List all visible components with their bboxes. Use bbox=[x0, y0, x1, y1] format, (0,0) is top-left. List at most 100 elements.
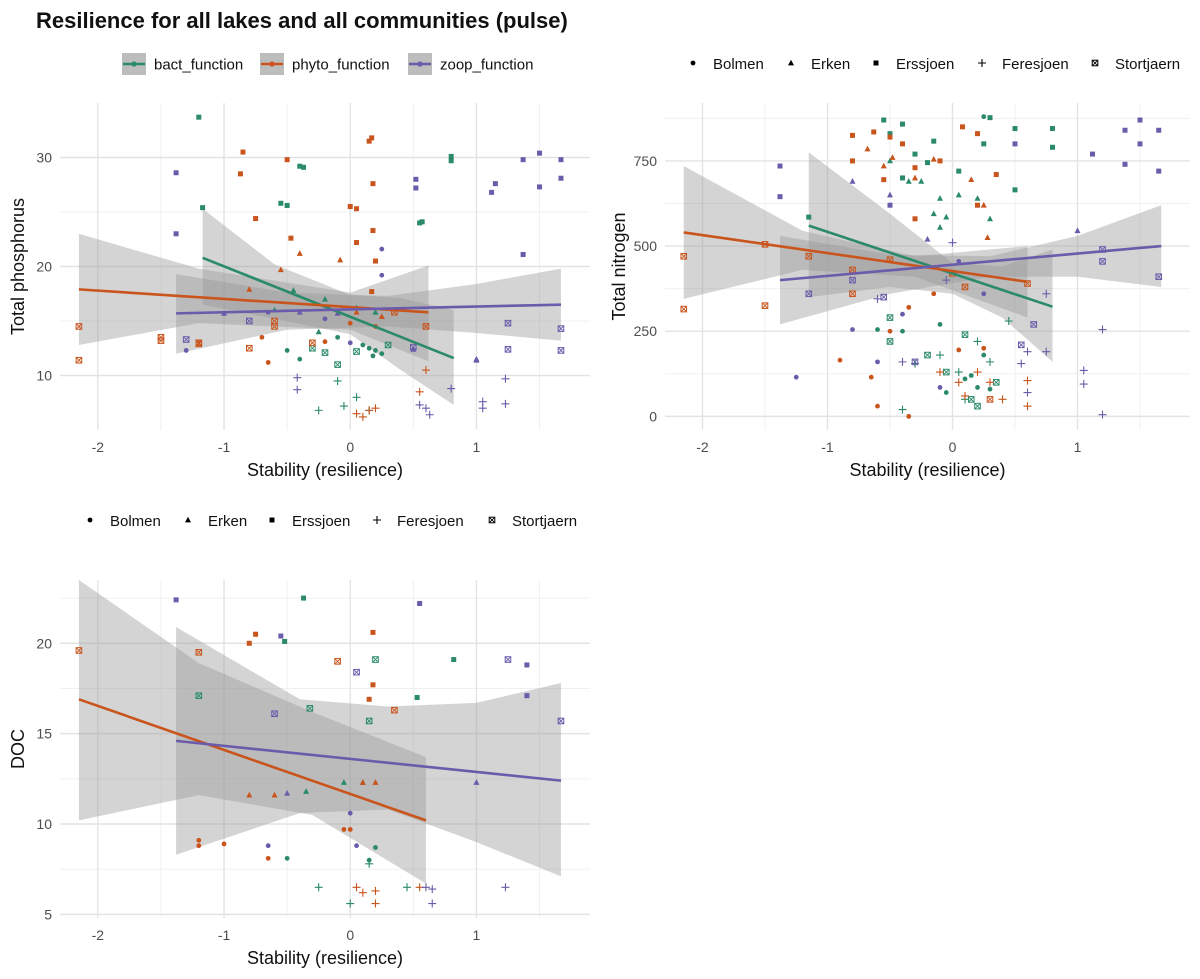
x-tick-label: -2 bbox=[696, 439, 709, 455]
point-phyto_function bbox=[259, 334, 265, 340]
point-bact_function bbox=[373, 845, 378, 850]
legend-label: Bolmen bbox=[713, 56, 764, 73]
point-phyto_function bbox=[912, 216, 918, 222]
point-bact_function bbox=[974, 195, 981, 201]
fit-line-zoop_function bbox=[176, 303, 562, 315]
point-bact_function bbox=[365, 717, 373, 725]
point-zoop_function bbox=[347, 340, 353, 346]
ci-band-phyto_function bbox=[78, 233, 429, 362]
point-phyto_function bbox=[961, 391, 969, 400]
point-zoop_function bbox=[413, 176, 419, 182]
point-zoop_function bbox=[489, 189, 495, 195]
point-zoop_function bbox=[410, 343, 417, 351]
point-bact_function bbox=[1012, 126, 1018, 132]
point-phyto_function bbox=[195, 340, 203, 348]
point-bact_function bbox=[384, 341, 392, 349]
point-zoop_function bbox=[524, 693, 530, 699]
point-zoop_function bbox=[173, 170, 179, 176]
point-phyto_function bbox=[372, 258, 378, 264]
point-bact_function bbox=[346, 899, 355, 908]
point-bact_function bbox=[196, 114, 202, 120]
ci-band-zoop_function bbox=[780, 205, 1162, 325]
point-zoop_function bbox=[415, 400, 424, 409]
point-bact_function bbox=[290, 287, 297, 293]
point-zoop_function bbox=[1122, 161, 1128, 167]
ci-band-zoop_function bbox=[176, 626, 561, 877]
point-phyto_function bbox=[954, 378, 963, 387]
legend-item-Stortjaern: Stortjaern bbox=[488, 513, 577, 530]
point-phyto_function bbox=[334, 658, 341, 665]
point-zoop_function bbox=[850, 327, 855, 332]
point-bact_function bbox=[937, 195, 943, 201]
point-zoop_function bbox=[293, 373, 302, 382]
point-phyto_function bbox=[1023, 402, 1032, 411]
point-phyto_function bbox=[849, 290, 856, 298]
point-bact_function bbox=[974, 402, 981, 410]
point-zoop_function bbox=[1079, 380, 1088, 389]
point-bact_function bbox=[943, 213, 950, 220]
point-zoop_function bbox=[924, 235, 931, 242]
point-phyto_function bbox=[986, 396, 994, 403]
point-zoop_function bbox=[353, 668, 360, 676]
y-tick-label: 750 bbox=[634, 153, 658, 169]
y-tick-label: 10 bbox=[36, 816, 52, 832]
point-phyto_function bbox=[284, 157, 290, 163]
legend-label: bact_function bbox=[154, 57, 243, 74]
point-phyto_function bbox=[371, 404, 380, 413]
point-zoop_function bbox=[911, 358, 919, 366]
legend-label: Feresjoen bbox=[1002, 56, 1069, 73]
point-phyto_function bbox=[358, 888, 367, 897]
point-zoop_function bbox=[887, 191, 893, 198]
point-zoop_function bbox=[1042, 347, 1051, 356]
point-phyto_function bbox=[371, 899, 380, 908]
point-phyto_function bbox=[277, 266, 284, 273]
point-bact_function bbox=[303, 788, 310, 794]
point-bact_function bbox=[975, 385, 980, 390]
point-phyto_function bbox=[75, 356, 83, 364]
legend-item-bact_function: bact_function bbox=[122, 53, 243, 75]
circle-icon bbox=[87, 517, 93, 523]
point-bact_function bbox=[403, 883, 412, 892]
point-zoop_function bbox=[501, 399, 510, 408]
point-bact_function bbox=[334, 361, 341, 368]
point-zoop_function bbox=[271, 710, 278, 718]
ci-band-zoop_function bbox=[176, 268, 561, 354]
point-phyto_function bbox=[354, 206, 360, 212]
point-phyto_function bbox=[271, 323, 278, 330]
fit-line-bact_function bbox=[202, 256, 455, 360]
point-bact_function bbox=[284, 855, 290, 861]
point-bact_function bbox=[282, 638, 288, 644]
point-bact_function bbox=[967, 396, 975, 403]
point-bact_function bbox=[315, 328, 322, 335]
point-phyto_function bbox=[370, 181, 376, 187]
point-bact_function bbox=[981, 114, 987, 120]
point-bact_function bbox=[905, 178, 912, 184]
point-zoop_function bbox=[777, 163, 783, 169]
point-phyto_function bbox=[998, 395, 1007, 404]
point-bact_function bbox=[886, 314, 894, 321]
point-phyto_function bbox=[421, 366, 430, 375]
fit-line-phyto_function bbox=[78, 698, 427, 822]
x-axis-label: Stability (resilience) bbox=[849, 460, 1005, 480]
x-tick-label: 1 bbox=[1074, 439, 1082, 455]
point-phyto_function bbox=[371, 886, 380, 895]
point-phyto_function bbox=[850, 158, 855, 164]
point-phyto_function bbox=[221, 841, 227, 847]
point-bact_function bbox=[200, 205, 206, 211]
point-phyto_function bbox=[370, 228, 376, 234]
color-legend: bact_function phyto_function zoop_function bbox=[122, 53, 533, 75]
point-zoop_function bbox=[873, 294, 882, 303]
x-tick-label: 0 bbox=[949, 439, 957, 455]
point-zoop_function bbox=[1156, 127, 1162, 133]
point-bact_function bbox=[321, 349, 329, 356]
point-zoop_function bbox=[447, 384, 456, 393]
point-phyto_function bbox=[805, 252, 813, 260]
point-phyto_function bbox=[370, 629, 376, 635]
point-zoop_function bbox=[421, 404, 430, 413]
point-phyto_function bbox=[868, 374, 874, 380]
point-zoop_function bbox=[1155, 273, 1163, 281]
point-zoop_function bbox=[557, 347, 565, 354]
y-tick-label: 20 bbox=[36, 259, 52, 275]
point-phyto_function bbox=[993, 172, 999, 178]
